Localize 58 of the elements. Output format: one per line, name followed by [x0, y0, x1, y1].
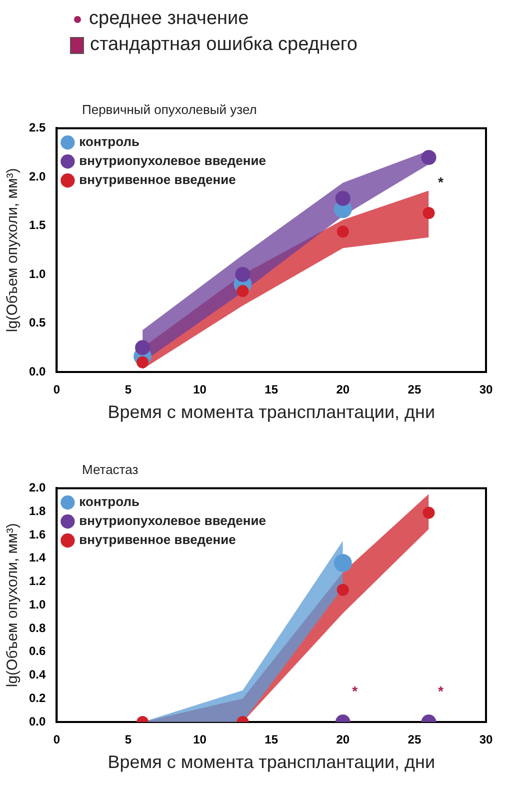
y-tick-label: 1.5 [28, 218, 46, 232]
x-tick-label: 0 [53, 732, 60, 747]
y-tick-label: 0.4 [28, 668, 46, 682]
x-tick-label: 20 [336, 732, 350, 747]
y-tick-label: 0.0 [28, 714, 46, 728]
x-tick-label: 10 [193, 732, 207, 747]
data-label: * [438, 682, 444, 699]
x-axis-title: Время с момента трансплантации, дни [108, 752, 435, 772]
y-tick-label: 1.2 [28, 574, 46, 588]
y-axis-title: lg(Объем опухоли, мм³) [4, 523, 22, 688]
y-tick-label: 1.6 [28, 527, 46, 542]
x-tick-label: 30 [479, 382, 493, 397]
legend-label: контроль [79, 134, 140, 150]
y-tick-label: 0.0 [28, 364, 46, 378]
data-label: * [438, 174, 444, 190]
y-tick-label: 2.5 [28, 120, 46, 135]
y-axis-title: lg(Объем опухоли, мм³) [4, 168, 22, 332]
x-tick-label: 15 [264, 382, 278, 397]
chart-title: Первичный опухолевый узел [82, 102, 258, 118]
point [422, 207, 435, 220]
x-axis-title: Время с момента трансплантации, дни [108, 402, 435, 422]
x-tick-label: 10 [193, 382, 207, 397]
legend-label: внутривенное введение [79, 532, 236, 548]
point [422, 506, 435, 519]
x-tick-label: 0 [53, 382, 60, 397]
y-tick-label: 0.6 [28, 644, 46, 658]
legend-label: контроль [79, 494, 140, 510]
legend-label: внутривенное введение [79, 172, 236, 188]
point [335, 190, 350, 206]
legend-label: внутриопухолевое введение [79, 513, 266, 528]
y-tick-label: 1.0 [28, 266, 46, 281]
point [236, 285, 249, 298]
x-tick-label: 5 [124, 382, 132, 397]
point [336, 584, 349, 596]
x-tick-label: 15 [264, 732, 278, 747]
y-tick-label: 1.0 [28, 597, 46, 612]
text: стандартная ошибка среднего [90, 34, 358, 56]
x-tick-label: 5 [124, 732, 132, 747]
point [334, 554, 352, 572]
data-label: * [352, 682, 358, 699]
point [235, 266, 250, 282]
x-tick-label: 20 [336, 382, 350, 397]
x-tick-label: 25 [408, 382, 422, 397]
y-tick-label: 1.8 [28, 504, 46, 518]
point [421, 150, 436, 165]
y-tick-label: 0.8 [28, 620, 46, 635]
text: среднее значение [89, 8, 249, 30]
x-tick-label: 25 [408, 732, 422, 747]
legend-label: внутриопухолевое введение [79, 153, 266, 168]
point [336, 226, 349, 238]
y-tick-label: 0.5 [28, 316, 46, 330]
y-tick-label: 0.2 [28, 690, 46, 705]
y-tick-label: 1.4 [28, 550, 46, 565]
y-tick-label: 2.0 [28, 169, 46, 184]
chart-title: Метастаз [82, 462, 140, 478]
y-tick-label: 2.0 [28, 480, 46, 495]
point [135, 340, 150, 356]
x-tick-label: 30 [479, 732, 493, 747]
